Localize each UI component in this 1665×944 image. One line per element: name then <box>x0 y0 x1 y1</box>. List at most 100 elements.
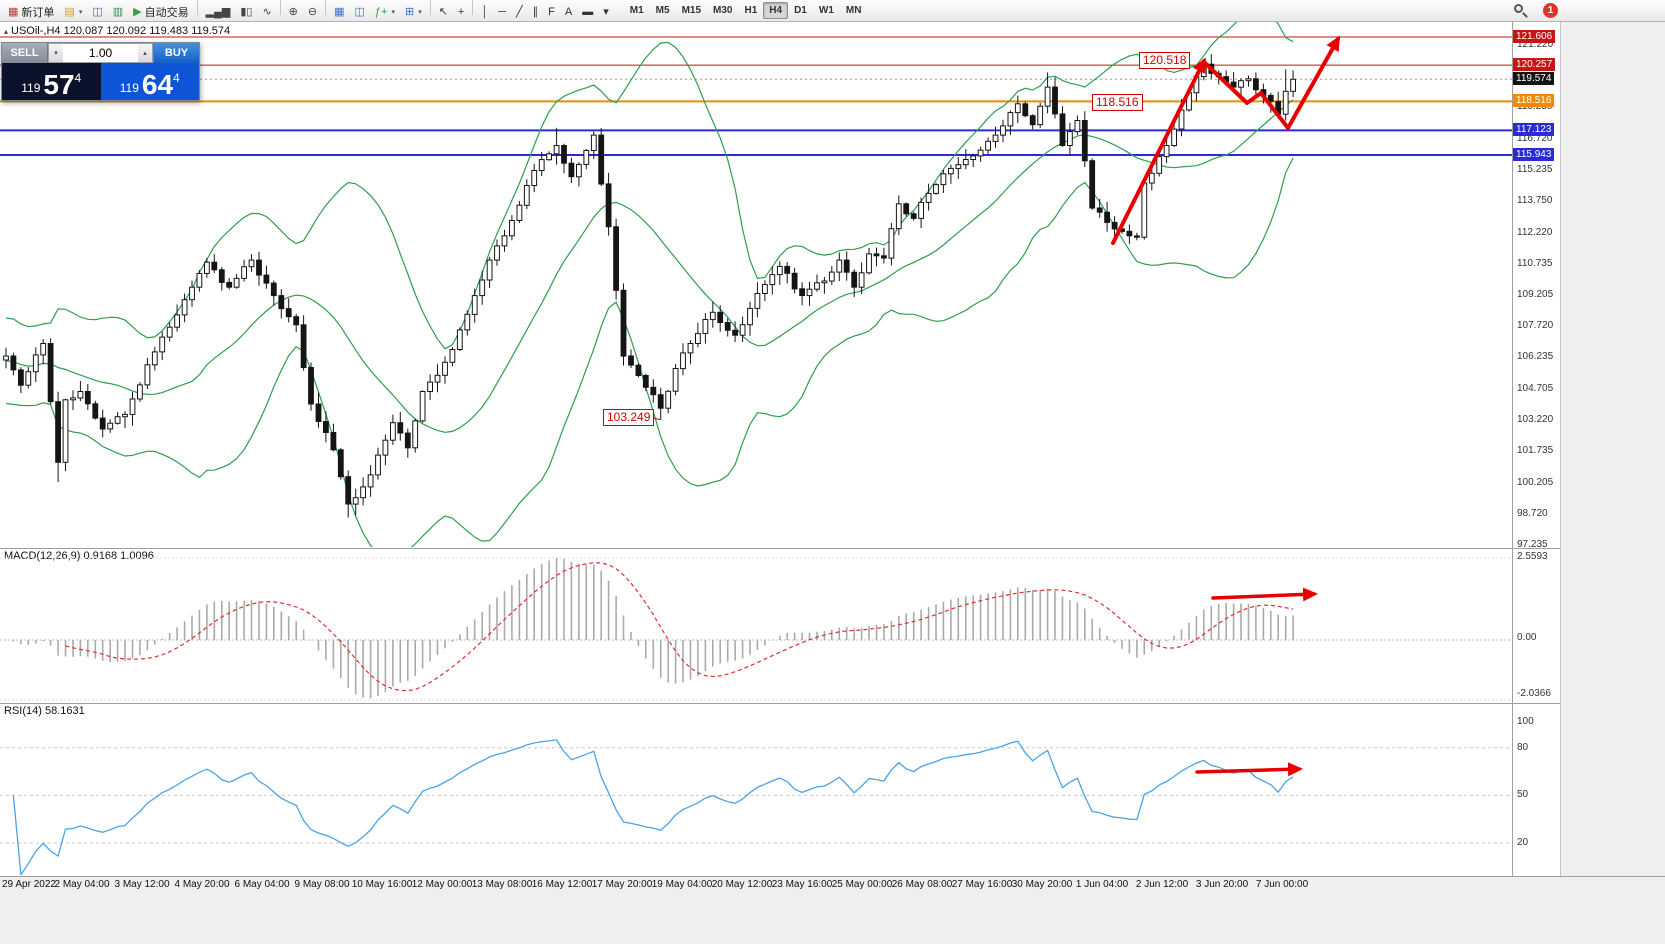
tile-windows-button[interactable]: ▦ <box>329 3 349 21</box>
indicators-icon: ƒ+ <box>374 5 388 18</box>
bid-price-box[interactable]: 119 57 4 <box>2 63 101 100</box>
main-chart-pane[interactable] <box>0 22 1512 548</box>
cascade-windows-button[interactable]: ◫ <box>350 3 370 21</box>
time-axis-strip[interactable] <box>0 876 1665 944</box>
right-margin <box>1560 22 1665 944</box>
rsi-pane[interactable] <box>0 704 1512 876</box>
bid-prefix: 119 <box>21 81 41 95</box>
timeframe-h1[interactable]: H1 <box>744 5 758 16</box>
macd-pane[interactable] <box>0 549 1512 703</box>
vertical-line-button[interactable]: │ <box>476 3 493 21</box>
horizontal-line-button[interactable]: ─ <box>493 3 511 21</box>
level-badge-121606: 121.606 <box>1513 30 1556 43</box>
objects-button[interactable]: ⊞ ▾ <box>400 3 427 21</box>
note-118516[interactable]: 118.516 <box>1092 94 1143 111</box>
timeframe-m15[interactable]: M15 <box>681 5 702 16</box>
indicators-button[interactable]: ƒ+ ▾ <box>370 3 400 21</box>
level-badge-115943: 115.943 <box>1513 148 1555 161</box>
macd-scale-label: 0.00 <box>1517 632 1537 643</box>
trendline-icon: ╱ <box>516 5 523 18</box>
time-axis-label: 29 Apr 2022 <box>2 879 56 890</box>
toolbar-left-group: ▦ 新订单 ▤ ▾ ◫ ▥ ▶ 自动交易 ▂▄▆ ▮▯ ∿ ⊕ ⊖ ▦ ◫ ƒ+ ▾ ⊞ ▾ ↖ + │ ─ ╱ ∥ F A ▬ ▾ <box>3 0 614 21</box>
notification-badge[interactable]: 1 <box>1543 3 1558 18</box>
label-icon: ▬ <box>582 5 594 18</box>
horizontal-line-icon: ─ <box>498 5 507 18</box>
objects-icon: ⊞ <box>404 5 415 18</box>
shapes-icon: ▾ <box>603 5 609 18</box>
time-axis-label: 19 May 04:00 <box>651 879 713 890</box>
chevron-down-icon: ▾ <box>418 9 422 17</box>
ask-price-box[interactable]: 119 64 4 <box>100 63 199 100</box>
shapes-button[interactable]: ▾ <box>598 3 614 21</box>
line-chart-button[interactable]: ∿ <box>257 3 276 21</box>
volume-decrease-button[interactable]: ▾ <box>49 44 63 62</box>
price-axis-label: 106.235 <box>1517 351 1554 362</box>
timeframe-h4[interactable]: H4 <box>763 2 789 19</box>
new-order-button[interactable]: ▦ 新订单 <box>3 3 59 21</box>
toolbar: ▦ 新订单 ▤ ▾ ◫ ▥ ▶ 自动交易 ▂▄▆ ▮▯ ∿ ⊕ ⊖ ▦ ◫ ƒ+ ▾ ⊞ ▾ ↖ + │ ─ ╱ ∥ F A ▬ ▾ M… <box>0 0 1665 22</box>
cursor-icon: ↖ <box>438 5 448 18</box>
macd-pane-separator[interactable] <box>0 548 1560 549</box>
new-order-button-label: 新订单 <box>21 7 55 20</box>
timeframe-w1[interactable]: W1 <box>818 5 834 16</box>
candlestick-chart-button[interactable]: ▮▯ <box>235 3 257 21</box>
price-axis-label: 100.205 <box>1517 477 1554 488</box>
zoom-in-icon: ⊕ <box>288 5 298 18</box>
price-axis-label: 113.750 <box>1517 195 1553 206</box>
timeframe-m5[interactable]: M5 <box>655 5 670 16</box>
bar-chart-button[interactable]: ▂▄▆ <box>201 3 236 21</box>
note-120518[interactable]: 120.518 <box>1139 52 1191 69</box>
time-axis-label: 1 Jun 04:00 <box>1075 879 1129 890</box>
timeframe-m30[interactable]: M30 <box>713 5 733 16</box>
zoom-in-button[interactable]: ⊕ <box>284 3 303 21</box>
auto-trading-button[interactable]: ▶ 自动交易 <box>128 3 193 21</box>
level-badge-120257: 120.257 <box>1513 58 1556 71</box>
fibonacci-button[interactable]: F <box>543 3 560 21</box>
sell-button[interactable]: SELL <box>2 43 48 63</box>
widget-collapse-icon[interactable]: ▴ <box>4 26 9 36</box>
macd-scale-label: -2.0366 <box>1517 688 1551 699</box>
time-axis-label: 27 May 16:00 <box>951 879 1013 890</box>
volume-input[interactable] <box>63 44 138 62</box>
volume-box: ▾ ▴ <box>48 43 153 63</box>
label-button[interactable]: ▬ <box>577 3 598 21</box>
rsi-scale-label: 100 <box>1517 716 1534 727</box>
text-button[interactable]: A <box>560 3 577 21</box>
note-103249[interactable]: 103.249 <box>603 409 655 426</box>
profiles-button[interactable]: ▤ ▾ <box>59 3 87 21</box>
macd-label: MACD(12,26,9) 0.9168 1.0096 <box>4 550 154 562</box>
timeframe-m1[interactable]: M1 <box>629 5 644 16</box>
market-watch-button[interactable]: ▥ <box>108 3 128 21</box>
search-icon[interactable] <box>1514 4 1528 18</box>
price-axis-label: 98.720 <box>1517 508 1548 519</box>
zoom-out-icon: ⊖ <box>307 5 318 18</box>
trendline-button[interactable]: ╱ <box>511 3 528 21</box>
charts-icon: ◫ <box>92 5 103 18</box>
charts-button[interactable]: ◫ <box>87 3 107 21</box>
toolbar-separator <box>325 0 327 15</box>
equidistant-channel-button[interactable]: ∥ <box>528 3 544 21</box>
toolbar-separator <box>196 0 198 15</box>
timeframe-d1[interactable]: D1 <box>794 5 807 16</box>
time-axis-label: 4 May 20:00 <box>174 879 230 890</box>
buy-button[interactable]: BUY <box>153 43 199 63</box>
price-axis-label: 97.235 <box>1517 539 1548 550</box>
rsi-scale-label: 50 <box>1517 789 1529 800</box>
price-axis-label: 107.720 <box>1517 320 1554 331</box>
price-axis-label: 112.220 <box>1517 227 1553 238</box>
cascade-windows-icon: ◫ <box>354 5 365 18</box>
time-axis-label: 3 May 12:00 <box>114 879 170 890</box>
timeframe-mn[interactable]: MN <box>845 5 862 16</box>
time-axis-label: 3 Jun 20:00 <box>1195 879 1249 890</box>
toolbar-separator <box>472 0 474 15</box>
volume-increase-button[interactable]: ▴ <box>138 44 152 62</box>
timeframe-group: M1 M5 M15 M30 H1 H4 D1 W1 MN <box>624 2 868 19</box>
price-axis-label: 109.205 <box>1517 289 1554 300</box>
chevron-down-icon: ▾ <box>391 9 395 17</box>
price-axis-label: 121.220 <box>1517 39 1554 50</box>
zoom-out-button[interactable]: ⊖ <box>303 3 322 21</box>
rsi-label: RSI(14) 58.1631 <box>4 705 85 717</box>
rsi-pane-separator[interactable] <box>0 703 1560 704</box>
crosshair-button[interactable]: + <box>453 3 469 21</box>
cursor-button[interactable]: ↖ <box>434 3 453 21</box>
